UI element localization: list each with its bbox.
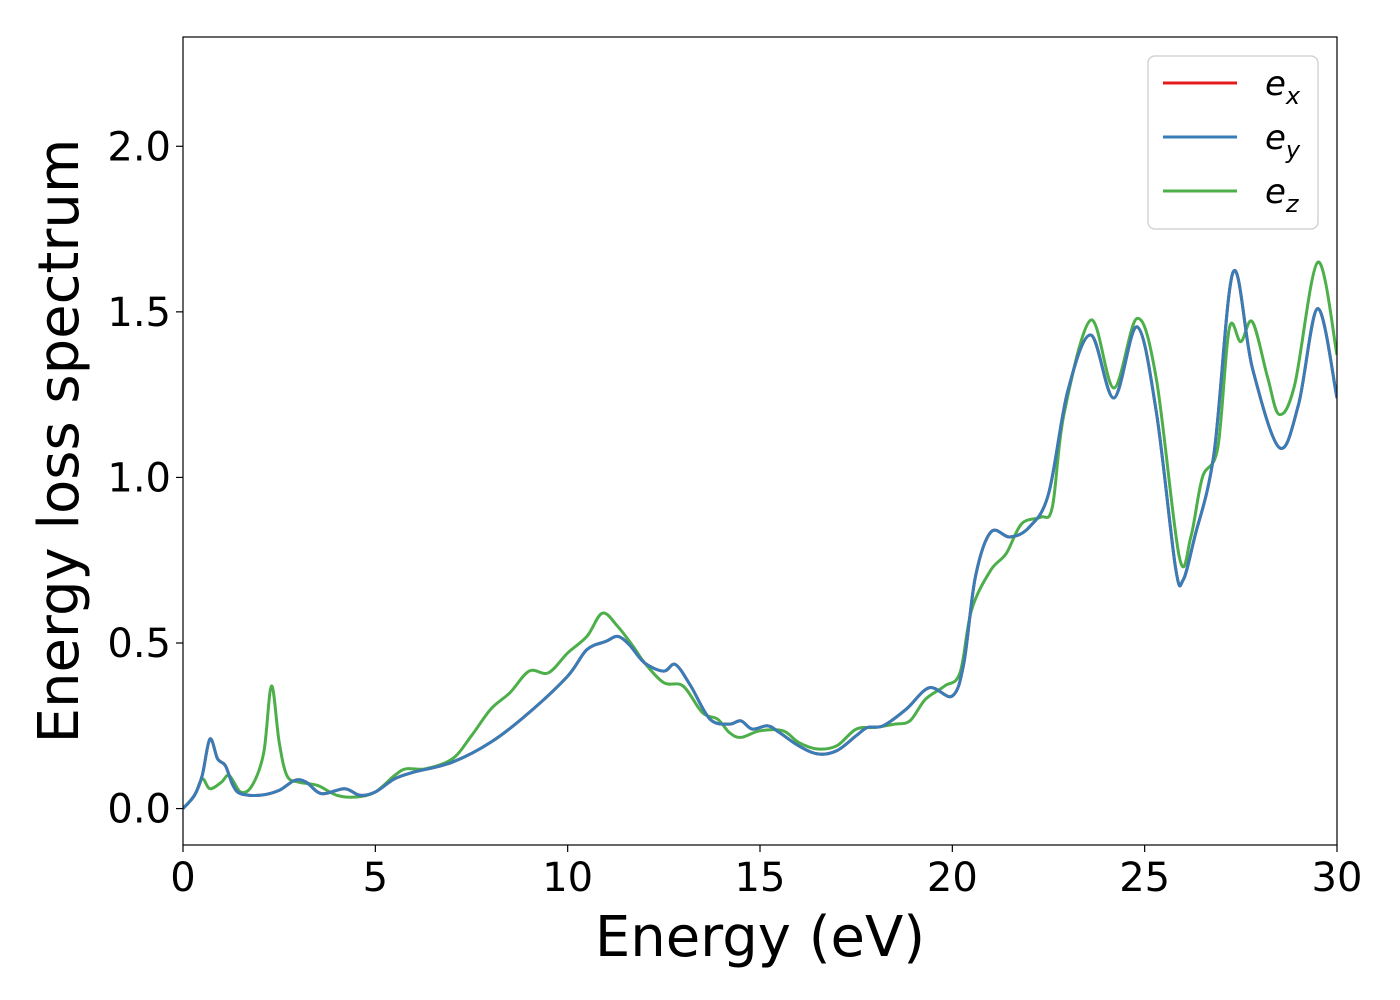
series-line-y	[183, 268, 1337, 810]
x-tick-label: 30	[1312, 855, 1363, 901]
y-tick-label: 1.5	[107, 290, 171, 336]
x-tick-label: 0	[170, 855, 195, 901]
x-tick-label: 15	[735, 855, 786, 901]
y-tick-label: 0.5	[107, 621, 171, 667]
y-tick-label: 1.0	[107, 455, 171, 501]
plot-area	[183, 37, 1337, 845]
series-line-z	[183, 260, 1337, 810]
x-axis-ticks: 0 5 10 15 20 25 30	[170, 845, 1362, 901]
x-tick-label: 25	[1119, 855, 1170, 901]
x-tick-label: 10	[542, 855, 593, 901]
x-tick-label: 5	[363, 855, 388, 901]
y-tick-label: 0.0	[107, 787, 171, 833]
y-tick-label: 2.0	[107, 124, 171, 170]
y-axis-title: Energy loss spectrum	[27, 139, 92, 744]
x-tick-label: 20	[927, 855, 978, 901]
series-layer	[183, 260, 1337, 810]
legend-box	[1147, 55, 1319, 230]
y-axis-ticks: 0.0 0.5 1.0 1.5 2.0	[107, 124, 183, 833]
x-axis-title: Energy (eV)	[595, 905, 925, 970]
